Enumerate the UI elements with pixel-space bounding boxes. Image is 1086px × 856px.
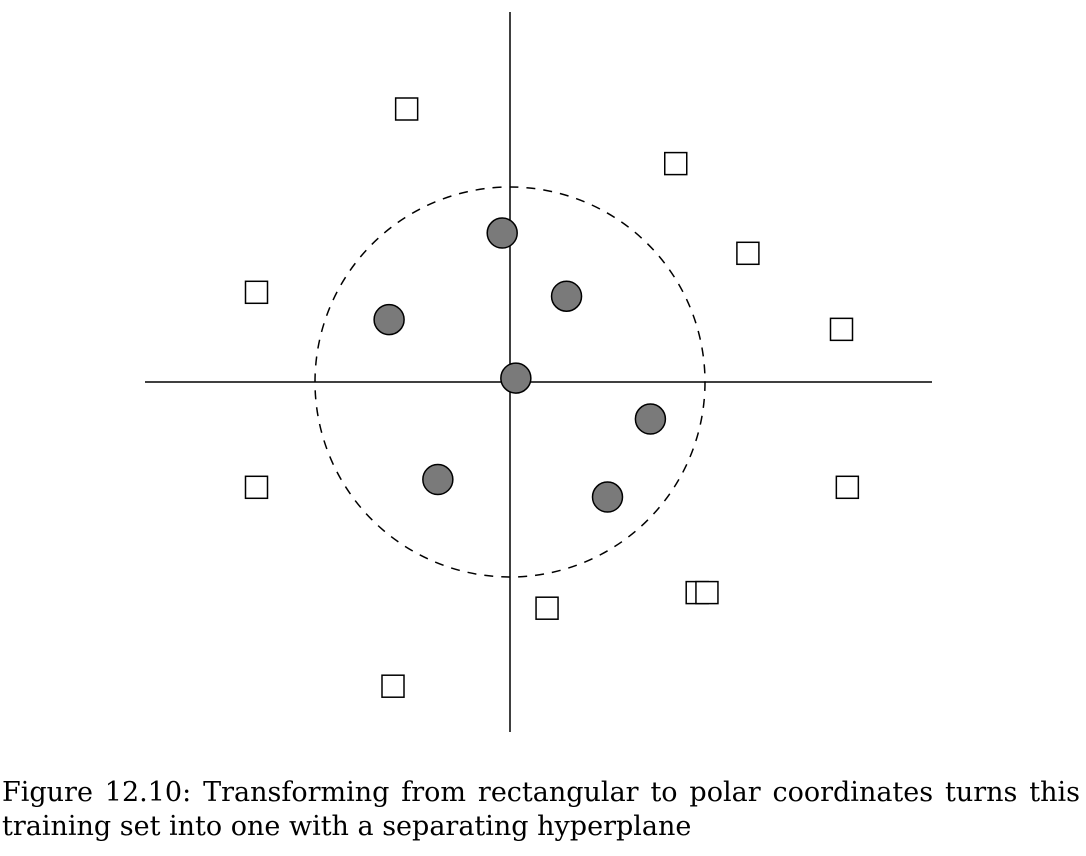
square-point-7 [835, 475, 860, 500]
circle-point-7 [591, 481, 624, 513]
data-points [244, 97, 860, 698]
decision-boundary-circle [314, 186, 706, 578]
square-point-10 [695, 580, 719, 605]
scatter-figure [145, 12, 932, 732]
square-point-4 [244, 280, 269, 305]
square-point-3 [736, 241, 760, 266]
figure-caption: Figure 12.10: Transforming from rectangu… [2, 777, 1080, 842]
circle-point-4 [500, 362, 532, 394]
square-point-6 [244, 475, 269, 500]
square-point-5 [829, 317, 854, 342]
circle-point-3 [373, 303, 405, 336]
circle-point-5 [634, 403, 667, 435]
circle-point-6 [422, 463, 454, 496]
circle-point-2 [550, 280, 583, 312]
square-point-2 [664, 151, 688, 176]
square-point-1 [394, 97, 419, 121]
square-point-8 [535, 596, 559, 620]
circle-point-1 [486, 217, 518, 249]
square-point-11 [381, 674, 405, 698]
